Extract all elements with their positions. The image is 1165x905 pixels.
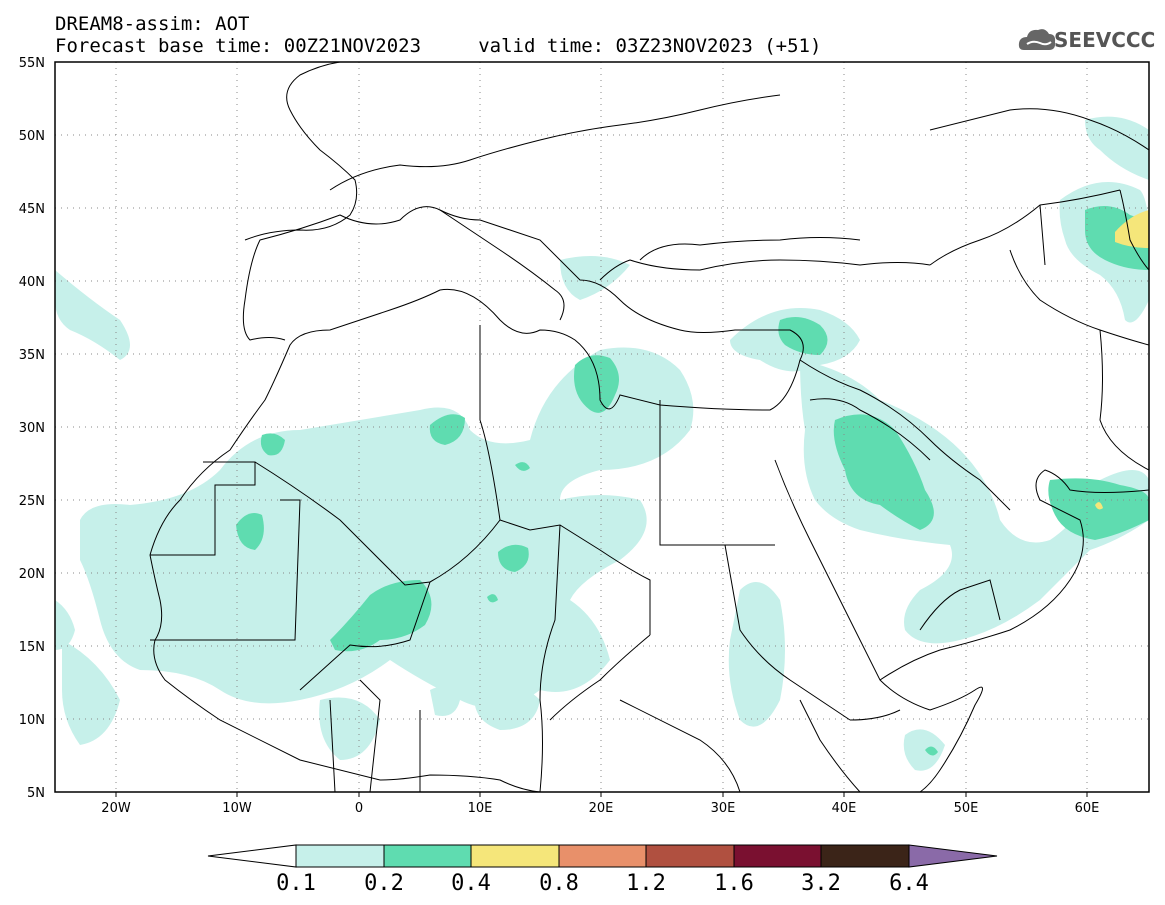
lon-label: 10E	[468, 801, 493, 816]
colorbar-swatch	[646, 845, 734, 867]
lon-label: 10W	[222, 801, 252, 816]
seevccc-logo-text: SEEVCCC	[1054, 28, 1156, 52]
colorbar-label: 0.4	[451, 871, 491, 896]
forecast-time-line: Forecast base time: 00Z21NOV2023 valid t…	[55, 35, 822, 57]
map-title: DREAM8-assim: AOT	[55, 13, 250, 35]
lon-label: 0	[355, 801, 363, 816]
colorbar-lower-arrow	[207, 844, 297, 868]
lat-label: 10N	[19, 713, 45, 728]
lon-label: 20W	[101, 801, 131, 816]
map-frame	[54, 61, 1150, 793]
colorbar-upper-arrow	[909, 845, 997, 867]
colorbar-label: 0.8	[539, 871, 579, 896]
cloud-icon	[1018, 29, 1056, 50]
lon-label: 50E	[954, 801, 979, 816]
lon-label: 30E	[711, 801, 736, 816]
colorbar-swatch	[384, 845, 471, 867]
colorbar-swatch	[559, 845, 646, 867]
aot-contours	[55, 62, 1149, 792]
lat-label: 20N	[19, 567, 45, 582]
lat-label: 40N	[19, 275, 45, 290]
lon-label: 60E	[1075, 801, 1100, 816]
colorbar-swatch	[471, 845, 559, 867]
lon-label: 20E	[589, 801, 614, 816]
colorbar-label: 0.2	[364, 871, 404, 896]
colorbar-swatch	[734, 845, 821, 867]
lat-label: 5N	[27, 786, 45, 801]
colorbar-label: 6.4	[889, 871, 929, 896]
lat-label: 35N	[19, 348, 45, 363]
colorbar-label: 1.2	[626, 871, 666, 896]
colorbar	[207, 844, 998, 868]
colorbar-label: 0.1	[276, 871, 316, 896]
lat-label: 25N	[19, 494, 45, 509]
lat-label: 55N	[19, 56, 45, 71]
colorbar-label: 3.2	[801, 871, 841, 896]
colorbar-swatch	[821, 845, 909, 867]
lat-label: 50N	[19, 129, 45, 144]
colorbar-swatch	[296, 845, 384, 867]
lat-label: 15N	[19, 640, 45, 655]
lat-label: 45N	[19, 202, 45, 217]
lon-label: 40E	[832, 801, 857, 816]
lat-label: 30N	[19, 421, 45, 436]
colorbar-label: 1.6	[714, 871, 754, 896]
